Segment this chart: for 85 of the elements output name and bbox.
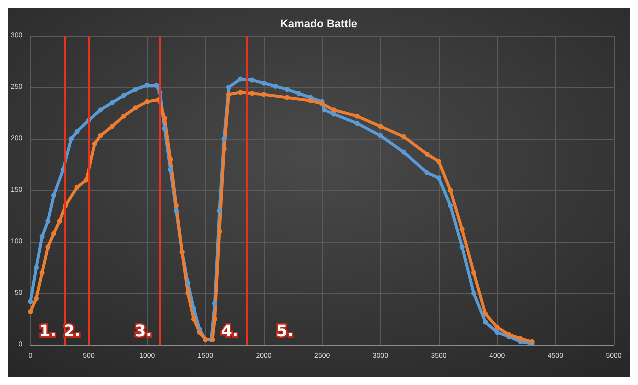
point [448, 203, 454, 208]
point [192, 306, 197, 312]
point [284, 95, 290, 100]
point [494, 330, 500, 336]
point [378, 124, 384, 130]
point [448, 188, 454, 193]
point [92, 142, 98, 147]
annotation: 5. [276, 322, 294, 340]
point [296, 91, 302, 96]
point [460, 244, 465, 250]
point [378, 133, 384, 138]
point [133, 87, 138, 92]
point [436, 176, 442, 181]
point [168, 157, 174, 162]
point [110, 124, 115, 130]
point [197, 330, 202, 336]
point [262, 80, 267, 86]
point [74, 129, 80, 134]
point [74, 184, 80, 190]
point [262, 92, 267, 98]
point [222, 146, 227, 152]
point [332, 112, 337, 117]
point [122, 114, 127, 119]
point [250, 78, 255, 83]
point [52, 193, 57, 198]
point [424, 152, 430, 157]
point [212, 316, 218, 322]
point [483, 320, 488, 325]
point [424, 170, 430, 176]
point [332, 108, 337, 113]
point [226, 92, 232, 98]
point [436, 159, 442, 164]
point [122, 93, 127, 98]
point [133, 106, 138, 111]
point [354, 114, 360, 119]
point [284, 87, 290, 92]
point [238, 90, 244, 96]
point [483, 312, 488, 317]
point [162, 116, 168, 121]
point [46, 218, 51, 224]
point [28, 310, 34, 315]
point [212, 301, 218, 306]
point [162, 126, 168, 132]
point [46, 244, 51, 250]
point [144, 82, 150, 88]
point [472, 270, 477, 276]
point [192, 316, 197, 322]
point [154, 82, 160, 88]
point [52, 231, 57, 236]
point [69, 136, 74, 142]
annotation: 4. [221, 322, 239, 340]
point [110, 100, 115, 106]
point [144, 99, 150, 104]
annotation: 3. [134, 322, 152, 340]
point [168, 167, 174, 172]
point [186, 291, 191, 296]
point [226, 85, 232, 90]
point [34, 265, 40, 270]
chart-title: Kamado Battle [280, 18, 358, 30]
point [174, 203, 180, 208]
annotation: 1. [39, 322, 57, 340]
point [174, 208, 180, 214]
point [98, 133, 104, 138]
point [238, 76, 244, 82]
point [40, 234, 45, 240]
point [34, 296, 40, 302]
point [322, 108, 328, 113]
point [28, 299, 34, 304]
point [402, 134, 407, 140]
point [402, 150, 407, 155]
point [273, 84, 278, 89]
point [518, 336, 524, 342]
point [250, 91, 255, 96]
point [354, 121, 360, 126]
point [217, 229, 222, 234]
point [460, 227, 465, 232]
point [494, 324, 500, 330]
point [98, 108, 104, 113]
point [472, 291, 477, 296]
point [308, 98, 314, 104]
point [40, 270, 45, 276]
point [186, 280, 191, 286]
point [217, 208, 222, 214]
point [222, 136, 227, 142]
point [57, 218, 62, 224]
